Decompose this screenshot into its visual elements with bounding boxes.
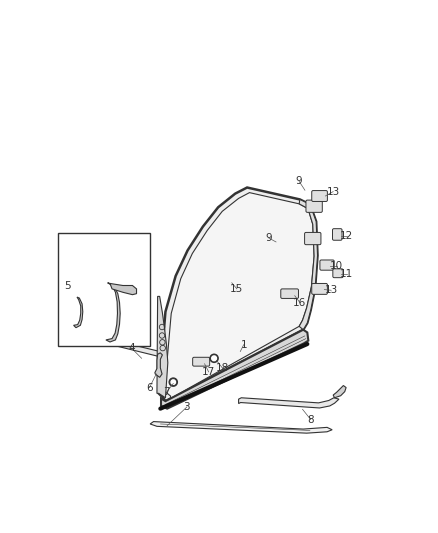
- Text: 6: 6: [146, 383, 152, 393]
- Polygon shape: [158, 188, 317, 401]
- Bar: [58, 233, 150, 346]
- Text: 1: 1: [240, 340, 247, 350]
- Text: 3: 3: [183, 402, 190, 412]
- Polygon shape: [110, 284, 136, 295]
- Polygon shape: [157, 296, 167, 398]
- FancyBboxPatch shape: [304, 232, 320, 245]
- Circle shape: [169, 378, 177, 386]
- Polygon shape: [238, 398, 338, 408]
- Text: 4: 4: [128, 343, 134, 353]
- Text: 10: 10: [329, 261, 343, 271]
- FancyBboxPatch shape: [305, 200, 321, 212]
- Polygon shape: [155, 353, 162, 377]
- FancyBboxPatch shape: [332, 269, 342, 278]
- FancyBboxPatch shape: [311, 191, 327, 201]
- Text: 17: 17: [201, 367, 215, 377]
- Polygon shape: [161, 330, 307, 409]
- FancyBboxPatch shape: [332, 229, 341, 240]
- Text: 7: 7: [163, 387, 170, 397]
- Circle shape: [209, 354, 218, 362]
- Text: 11: 11: [339, 269, 353, 279]
- Text: 18: 18: [215, 363, 228, 373]
- FancyBboxPatch shape: [319, 260, 333, 270]
- Text: 13: 13: [324, 285, 337, 295]
- Polygon shape: [150, 422, 332, 433]
- Circle shape: [171, 380, 175, 384]
- Circle shape: [211, 356, 216, 361]
- Text: 13: 13: [326, 187, 339, 197]
- Polygon shape: [160, 355, 170, 359]
- Polygon shape: [298, 199, 317, 330]
- Text: 12: 12: [339, 231, 353, 241]
- FancyBboxPatch shape: [311, 284, 327, 294]
- Polygon shape: [106, 283, 120, 342]
- Polygon shape: [84, 335, 185, 361]
- Polygon shape: [332, 385, 345, 398]
- Text: 15: 15: [230, 284, 243, 294]
- Text: 8: 8: [307, 415, 313, 425]
- Text: 9: 9: [265, 233, 271, 243]
- FancyBboxPatch shape: [192, 357, 209, 366]
- FancyBboxPatch shape: [280, 289, 298, 298]
- Polygon shape: [164, 192, 314, 399]
- Text: 16: 16: [293, 297, 306, 308]
- Text: 5: 5: [64, 281, 71, 291]
- Polygon shape: [74, 297, 83, 328]
- Text: 9: 9: [295, 176, 302, 187]
